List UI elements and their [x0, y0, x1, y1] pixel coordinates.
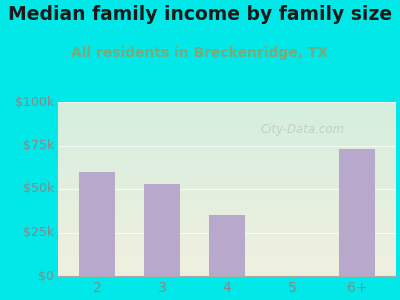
- Text: $0: $0: [38, 269, 54, 283]
- Text: $100k: $100k: [15, 95, 54, 109]
- Bar: [79, 172, 115, 276]
- Bar: [144, 184, 180, 276]
- Text: $75k: $75k: [23, 139, 54, 152]
- Text: City-Data.com: City-Data.com: [261, 123, 345, 136]
- Text: All residents in Breckenridge, TX: All residents in Breckenridge, TX: [72, 46, 328, 61]
- Text: $50k: $50k: [23, 182, 54, 196]
- Text: Median family income by family size: Median family income by family size: [8, 4, 392, 23]
- Bar: [339, 149, 375, 276]
- Bar: [209, 215, 245, 276]
- Text: $25k: $25k: [23, 226, 54, 239]
